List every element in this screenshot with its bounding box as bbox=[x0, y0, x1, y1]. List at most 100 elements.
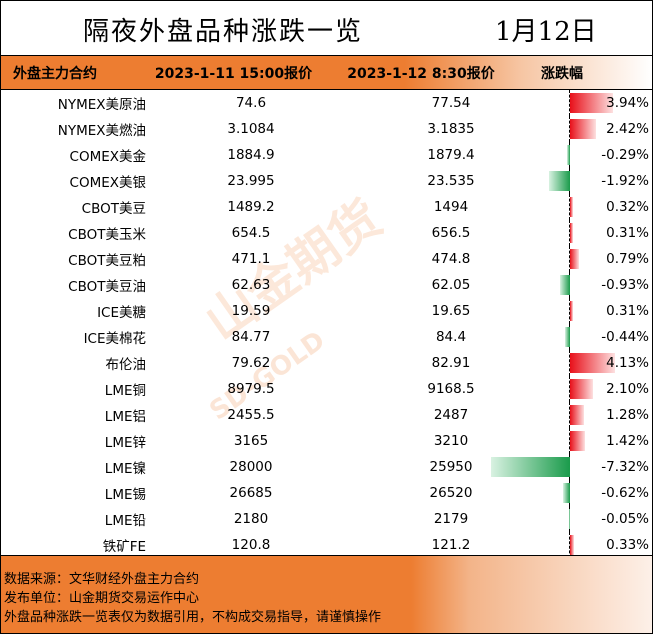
prev-price: 3165 bbox=[233, 433, 269, 449]
change-bar bbox=[570, 431, 586, 451]
table-row: CBOT美玉米 654.5 656.5 0.31% bbox=[1, 220, 652, 246]
change-bar bbox=[570, 535, 574, 555]
change-value: -1.92% bbox=[601, 173, 649, 189]
change-bar bbox=[570, 301, 574, 321]
change-bar bbox=[570, 405, 584, 425]
contract-name: COMEX美银 bbox=[69, 175, 146, 191]
col-prev-price: 2023-1-11 15:00报价 bbox=[154, 65, 313, 82]
change-cell: 1.28% bbox=[569, 402, 652, 428]
table-row: NYMEX美燃油 3.1084 3.1835 2.42% bbox=[1, 116, 652, 142]
table-row: CBOT美豆油 62.63 62.05 -0.93% bbox=[1, 272, 652, 298]
prev-price: 28000 bbox=[229, 459, 273, 475]
prev-price: 1489.2 bbox=[227, 199, 275, 215]
curr-price: 23.535 bbox=[427, 173, 475, 189]
curr-price: 1494 bbox=[433, 199, 469, 215]
change-bar bbox=[570, 249, 579, 269]
change-cell: 0.33% bbox=[569, 532, 652, 558]
table-row: COMEX美金 1884.9 1879.4 -0.29% bbox=[1, 142, 652, 168]
table-row: LME锡 26685 26520 -0.62% bbox=[1, 480, 652, 506]
change-cell: 0.32% bbox=[569, 194, 652, 220]
change-cell: 4.13% bbox=[569, 350, 652, 376]
prev-price: 1884.9 bbox=[227, 147, 275, 163]
table-row: CBOT美豆 1489.2 1494 0.32% bbox=[1, 194, 652, 220]
change-bar bbox=[570, 119, 597, 139]
change-value: -0.93% bbox=[601, 277, 649, 293]
contract-name: COMEX美金 bbox=[69, 149, 146, 165]
footer-publisher: 发布单位：山金期货交易运作中心 bbox=[4, 591, 200, 606]
change-value: 1.42% bbox=[606, 433, 649, 449]
change-value: 0.79% bbox=[606, 251, 649, 267]
prev-price: 62.63 bbox=[231, 277, 271, 293]
change-value: 4.13% bbox=[606, 355, 649, 371]
prev-price: 23.995 bbox=[227, 173, 275, 189]
table-row: COMEX美银 23.995 23.535 -1.92% bbox=[1, 168, 652, 194]
curr-price: 26520 bbox=[429, 485, 473, 501]
table-row: CBOT美豆粕 471.1 474.8 0.79% bbox=[1, 246, 652, 272]
contract-name: ICE美棉花 bbox=[83, 331, 146, 347]
table-row: ICE美棉花 84.77 84.4 -0.44% bbox=[1, 324, 652, 350]
prev-price: 654.5 bbox=[231, 225, 271, 241]
change-value: 2.10% bbox=[606, 381, 649, 397]
table-row: LME铜 8979.5 9168.5 2.10% bbox=[1, 376, 652, 402]
curr-price: 656.5 bbox=[431, 225, 471, 241]
table-row: LME镍 28000 25950 -7.32% bbox=[1, 454, 652, 480]
change-bar bbox=[569, 509, 570, 529]
col-change: 涨跌幅 bbox=[541, 65, 583, 82]
change-value: -7.32% bbox=[601, 459, 649, 475]
change-cell: 2.42% bbox=[569, 116, 652, 142]
change-cell: 1.42% bbox=[569, 428, 652, 454]
table-row: LME锌 3165 3210 1.42% bbox=[1, 428, 652, 454]
change-bar bbox=[559, 275, 570, 295]
curr-price: 82.91 bbox=[431, 355, 471, 371]
table-row: 铁矿FE 120.8 121.2 0.33% bbox=[1, 532, 652, 558]
table-row: NYMEX美原油 74.6 77.54 3.94% bbox=[1, 90, 652, 116]
col-curr-price: 2023-1-12 8:30报价 bbox=[347, 65, 495, 82]
change-value: 0.32% bbox=[606, 199, 649, 215]
change-bar bbox=[563, 483, 570, 503]
prev-price: 19.59 bbox=[231, 303, 271, 319]
table-row: LME铅 2180 2179 -0.05% bbox=[1, 506, 652, 532]
contract-name: CBOT美玉米 bbox=[68, 227, 146, 243]
change-value: 3.94% bbox=[606, 95, 649, 111]
contract-name: NYMEX美燃油 bbox=[57, 123, 146, 139]
prev-price: 84.77 bbox=[231, 329, 271, 345]
col-contract: 外盘主力合约 bbox=[13, 65, 97, 82]
curr-price: 19.65 bbox=[431, 303, 471, 319]
prev-price: 3.1084 bbox=[227, 121, 275, 137]
curr-price: 474.8 bbox=[431, 251, 471, 267]
change-cell: 3.94% bbox=[569, 90, 652, 116]
contract-name: CBOT美豆油 bbox=[68, 279, 146, 295]
prev-price: 79.62 bbox=[231, 355, 271, 371]
prev-price: 8979.5 bbox=[227, 381, 275, 397]
table-row: ICE美糖 19.59 19.65 0.31% bbox=[1, 298, 652, 324]
curr-price: 2487 bbox=[433, 407, 469, 423]
change-bar bbox=[570, 223, 574, 243]
change-cell: -0.29% bbox=[566, 142, 652, 168]
change-bar bbox=[570, 93, 613, 113]
date-label: 1月12日 bbox=[495, 17, 597, 47]
prev-price: 471.1 bbox=[231, 251, 271, 267]
contract-name: LME锌 bbox=[104, 435, 146, 451]
change-bar bbox=[570, 379, 593, 399]
contract-name: CBOT美豆粕 bbox=[68, 253, 146, 269]
contract-name: LME锡 bbox=[104, 487, 146, 503]
change-bar bbox=[490, 457, 570, 477]
change-bar bbox=[566, 145, 570, 165]
change-bar bbox=[570, 197, 574, 217]
footer-source: 数据来源：文华财经外盘主力合约 bbox=[4, 572, 200, 587]
contract-name: LME铅 bbox=[104, 513, 146, 529]
change-value: 1.28% bbox=[606, 407, 649, 423]
curr-price: 77.54 bbox=[431, 95, 471, 111]
contract-name: LME铝 bbox=[104, 409, 146, 425]
prev-price: 2455.5 bbox=[227, 407, 275, 423]
prev-price: 2180 bbox=[233, 511, 269, 527]
curr-price: 3210 bbox=[433, 433, 469, 449]
change-value: -0.29% bbox=[601, 147, 649, 163]
change-cell: 2.10% bbox=[569, 376, 652, 402]
contract-name: ICE美糖 bbox=[97, 305, 146, 321]
change-bar bbox=[570, 353, 615, 373]
change-cell: 0.79% bbox=[569, 246, 652, 272]
curr-price: 121.2 bbox=[431, 537, 471, 553]
change-value: 2.42% bbox=[606, 121, 649, 137]
